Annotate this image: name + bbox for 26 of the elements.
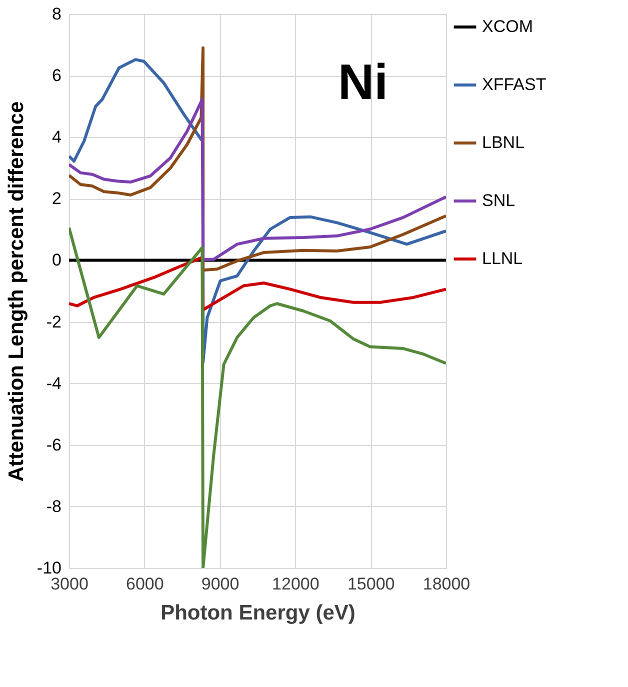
y-tick-label: -2 (46, 312, 62, 332)
y-axis-title: Attenuation Length percent difference (4, 101, 28, 482)
x-axis-title: Photon Energy (eV) (160, 602, 356, 624)
line-series (69, 226, 446, 568)
x-tick-label: 18000 (422, 574, 470, 594)
x-tick-label: 12000 (272, 574, 320, 594)
x-tick-label: 15000 (347, 574, 395, 594)
x-tick-label: 6000 (126, 574, 164, 594)
y-tick-label: 0 (52, 250, 62, 270)
annotation: Ni (338, 54, 388, 110)
legend-label: LLNL (482, 249, 523, 268)
y-tick-label: -10 (36, 558, 62, 578)
legend-label: SNL (482, 191, 516, 210)
legend-label: XCOM (482, 17, 533, 36)
x-tick-label: 9000 (201, 574, 240, 594)
x-tick-label: 3000 (50, 574, 88, 594)
line-series (69, 98, 446, 262)
y-tick-label: 4 (52, 128, 62, 147)
y-tick-label: -6 (46, 435, 62, 454)
legend-label: LBNL (482, 133, 525, 152)
legend-label: XFFAST (482, 75, 546, 94)
y-tick-label: 6 (52, 66, 62, 86)
y-tick-label: 2 (52, 189, 62, 208)
y-tick-label: 8 (52, 4, 62, 24)
y-tick-label: -4 (46, 374, 62, 393)
y-tick-label: -8 (46, 496, 62, 516)
